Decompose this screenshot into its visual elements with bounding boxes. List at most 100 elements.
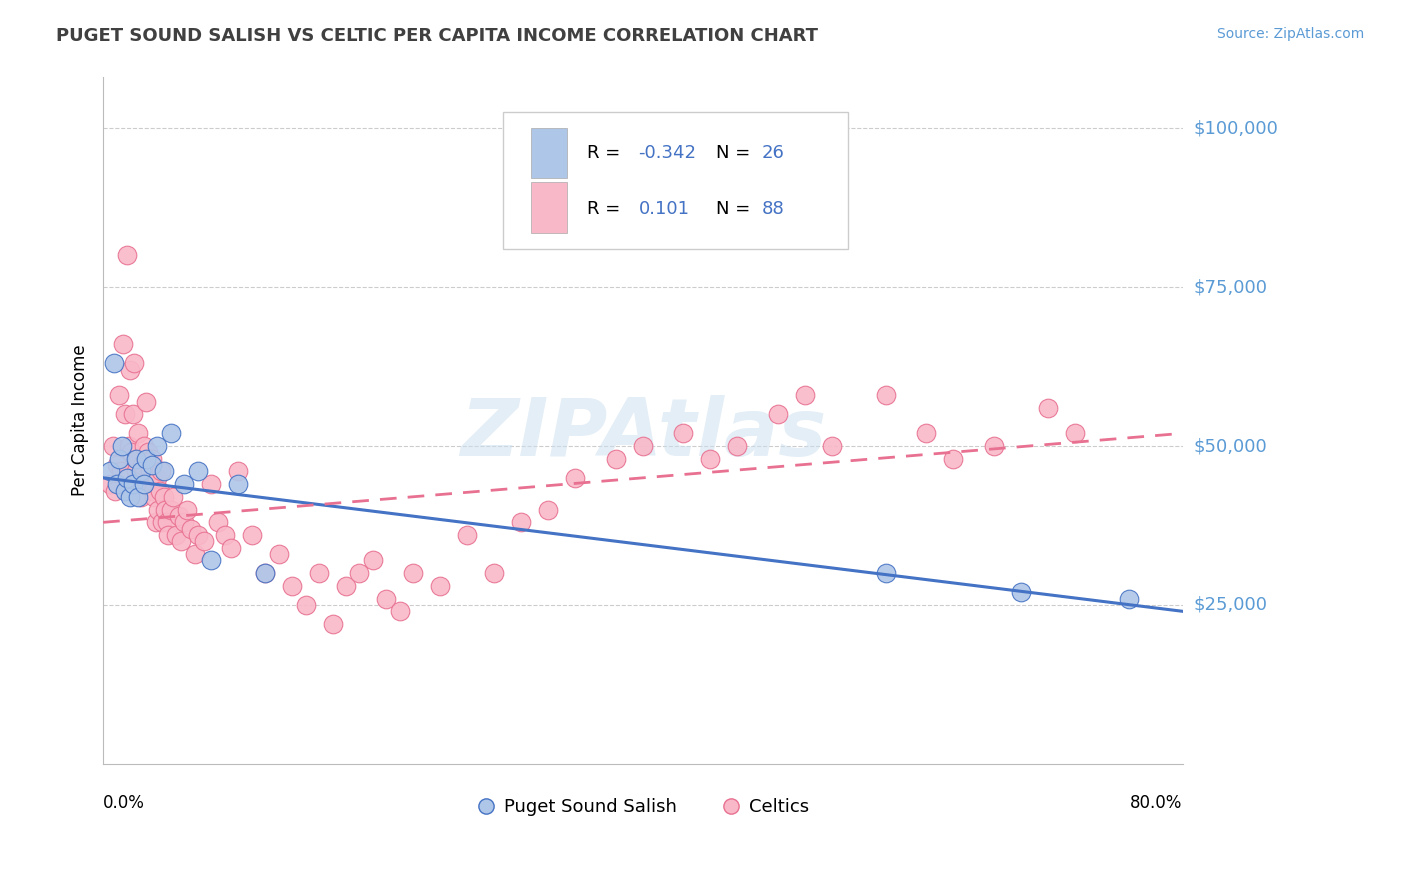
Point <box>159 426 181 441</box>
Point <box>254 566 277 581</box>
Point <box>165 528 187 542</box>
Point <box>267 547 290 561</box>
Point <box>118 439 141 453</box>
Point <box>699 451 721 466</box>
Text: ZIPAtlas: ZIPAtlas <box>460 395 825 474</box>
Point <box>173 477 195 491</box>
Point <box>127 490 149 504</box>
Point <box>187 528 209 542</box>
Point <box>155 516 177 530</box>
Point <box>153 490 176 504</box>
Point <box>143 490 166 504</box>
Point <box>793 388 815 402</box>
Point <box>564 471 586 485</box>
Point <box>200 553 222 567</box>
Point <box>114 407 136 421</box>
Point <box>226 477 249 491</box>
Point <box>170 534 193 549</box>
Point <box>294 598 316 612</box>
Point <box>631 439 654 453</box>
Point <box>193 534 215 549</box>
Text: 0.101: 0.101 <box>638 200 689 219</box>
Point <box>349 566 371 581</box>
Point <box>105 458 128 472</box>
Point <box>110 465 132 479</box>
Point <box>153 502 176 516</box>
FancyBboxPatch shape <box>502 112 848 249</box>
Point <box>942 451 965 466</box>
Point <box>184 547 207 561</box>
Point <box>117 248 139 262</box>
Point <box>187 465 209 479</box>
Legend: Puget Sound Salish, Celtics: Puget Sound Salish, Celtics <box>470 791 817 823</box>
Point <box>135 451 157 466</box>
Point <box>308 566 330 581</box>
Point <box>120 490 142 504</box>
Point <box>388 604 411 618</box>
Point <box>150 465 173 479</box>
Point <box>142 483 165 498</box>
Text: R =: R = <box>586 144 626 162</box>
Point <box>114 483 136 498</box>
Point <box>1063 426 1085 441</box>
Point <box>146 439 169 453</box>
Point <box>484 566 506 581</box>
Point <box>108 388 131 402</box>
Point <box>122 356 145 370</box>
Point <box>127 426 149 441</box>
Text: R =: R = <box>586 200 626 219</box>
Point <box>915 426 938 441</box>
Point <box>375 591 398 606</box>
Point <box>104 483 127 498</box>
Point <box>145 516 167 530</box>
Point <box>456 528 478 542</box>
Point <box>152 516 174 530</box>
Point <box>167 508 190 523</box>
Point <box>226 465 249 479</box>
Text: $25,000: $25,000 <box>1194 596 1268 614</box>
Point <box>129 465 152 479</box>
Point <box>875 566 897 581</box>
Point <box>135 394 157 409</box>
Point <box>725 439 748 453</box>
Text: $100,000: $100,000 <box>1194 120 1278 137</box>
Point <box>105 477 128 491</box>
Point <box>124 465 146 479</box>
Text: Source: ZipAtlas.com: Source: ZipAtlas.com <box>1216 27 1364 41</box>
Point <box>221 541 243 555</box>
Text: $50,000: $50,000 <box>1194 437 1267 455</box>
Point <box>108 451 131 466</box>
Point <box>1036 401 1059 415</box>
Point <box>821 439 844 453</box>
Point <box>173 516 195 530</box>
Point <box>766 407 789 421</box>
Point <box>254 566 277 581</box>
Text: N =: N = <box>716 144 756 162</box>
Point <box>111 439 134 453</box>
Point <box>112 337 135 351</box>
Point <box>153 465 176 479</box>
Point <box>129 490 152 504</box>
Point <box>146 471 169 485</box>
Point <box>136 445 159 459</box>
Point <box>162 490 184 504</box>
Point <box>121 407 143 421</box>
Point <box>159 502 181 516</box>
Point <box>1118 591 1140 606</box>
Point <box>141 451 163 466</box>
Y-axis label: Per Capita Income: Per Capita Income <box>72 345 89 497</box>
Point <box>361 553 384 567</box>
Point <box>200 477 222 491</box>
Point <box>117 471 139 485</box>
Point <box>207 516 229 530</box>
Point <box>176 502 198 516</box>
Point <box>131 458 153 472</box>
Point <box>149 483 172 498</box>
Point <box>128 471 150 485</box>
Point <box>875 388 897 402</box>
Point <box>98 465 121 479</box>
Text: 26: 26 <box>762 144 785 162</box>
Point <box>141 458 163 472</box>
Point <box>121 477 143 491</box>
Point <box>125 451 148 466</box>
